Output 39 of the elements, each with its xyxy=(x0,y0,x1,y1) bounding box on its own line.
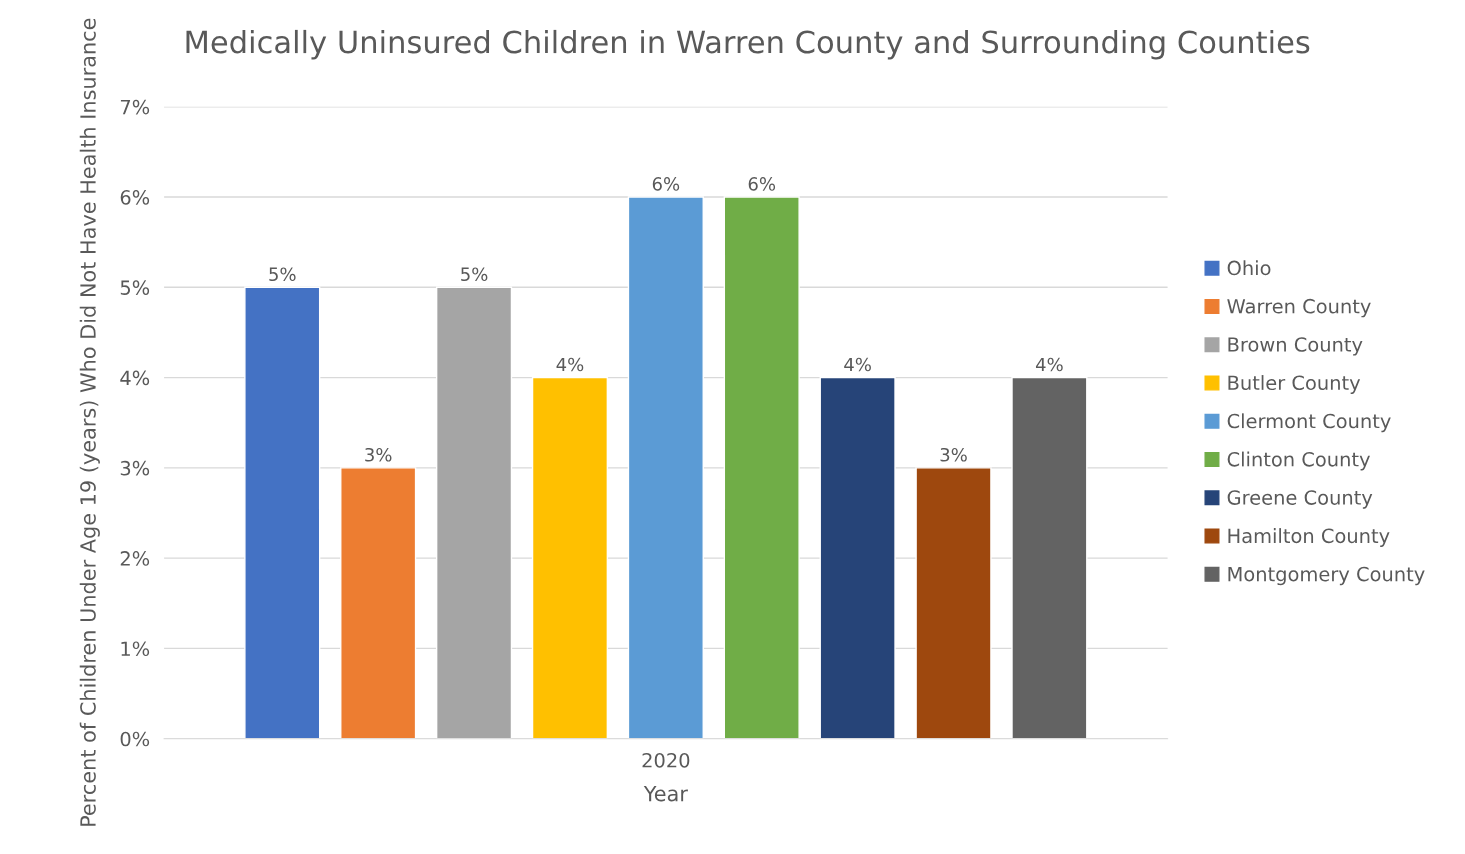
bar xyxy=(915,467,992,739)
y-tick-label: 5% xyxy=(120,280,150,295)
bar xyxy=(1011,376,1088,739)
legend-label: Clermont County xyxy=(1227,413,1391,433)
legend-label: Clinton County xyxy=(1227,451,1370,471)
legend-label: Hamilton County xyxy=(1228,528,1390,547)
legend-label: Ohio xyxy=(1227,260,1271,276)
y-tick-label: 3% xyxy=(120,460,150,476)
bar xyxy=(244,286,321,739)
bar xyxy=(723,196,800,739)
legend-label: Montgomery County xyxy=(1228,566,1425,586)
y-tick-label: 6% xyxy=(120,189,150,205)
data-label: 3% xyxy=(940,447,967,462)
y-tick-label: 7% xyxy=(120,99,150,115)
y-axis-title: Percent of Children Under Age 19 (years) Who Did Not Have Health Insurance xyxy=(79,18,100,826)
bar xyxy=(435,286,513,739)
chart-title: Medically Uninsured Children in Warren County and Surrounding Counties xyxy=(186,29,1310,60)
x-axis-title: Year xyxy=(643,785,688,802)
bar xyxy=(627,196,704,739)
y-tick-label: 0% xyxy=(120,731,150,747)
legend-label: Brown County xyxy=(1228,337,1363,356)
legend-label: Butler County xyxy=(1228,375,1361,394)
legend-label: Greene County xyxy=(1227,490,1373,509)
y-tick-label: 1% xyxy=(121,641,150,657)
bar xyxy=(531,376,609,739)
data-label: 4% xyxy=(844,357,871,372)
x-tick-label: 2020 xyxy=(642,752,690,768)
data-label: 4% xyxy=(556,357,584,372)
y-tick-label: 4% xyxy=(120,370,150,386)
data-label: 6% xyxy=(748,177,776,191)
data-label: 5% xyxy=(461,267,488,282)
bar xyxy=(819,376,896,739)
data-label: 5% xyxy=(269,267,296,282)
bar xyxy=(340,467,417,739)
y-tick-label: 2% xyxy=(120,551,150,566)
data-label: 6% xyxy=(652,177,680,191)
data-label: 4% xyxy=(1035,357,1063,372)
legend-label: Warren County xyxy=(1227,298,1371,318)
data-label: 3% xyxy=(365,447,392,462)
